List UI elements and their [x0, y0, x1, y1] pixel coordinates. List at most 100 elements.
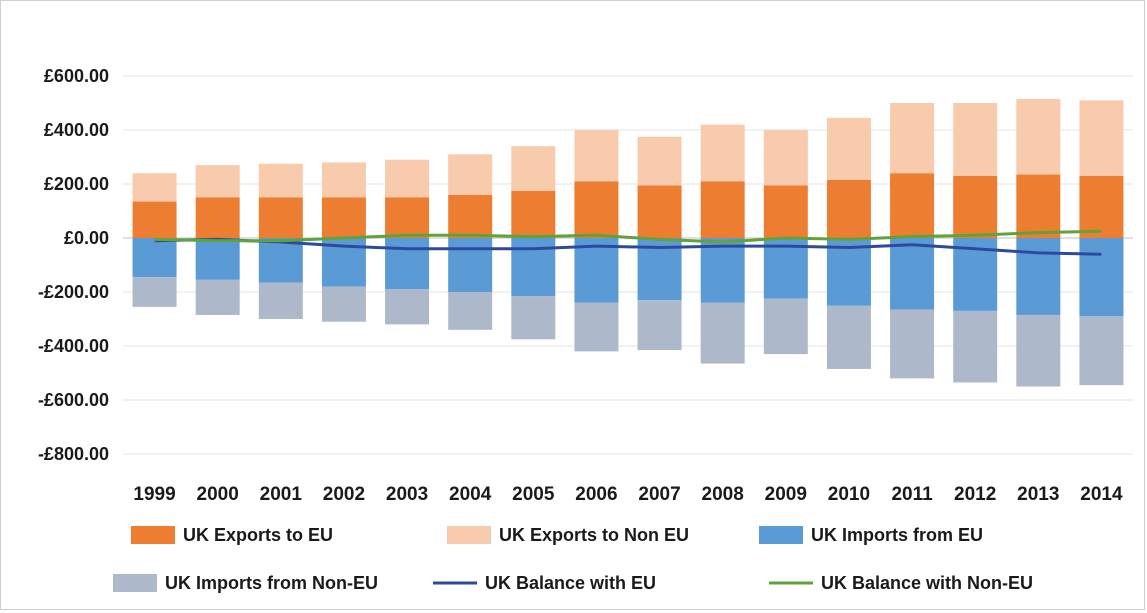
bar-uk-exports-to-eu: [321, 197, 366, 238]
legend-swatch: [447, 526, 491, 544]
bar-uk-exports-to-non-eu: [195, 165, 240, 198]
y-tick-label: £0.00: [64, 228, 109, 248]
bar-uk-imports-from-non-eu: [385, 289, 430, 325]
y-tick-label: £200.00: [44, 174, 109, 194]
legend-label: UK Exports to Non EU: [499, 525, 689, 545]
bar-uk-imports-from-non-eu: [763, 298, 808, 355]
bar-uk-exports-to-eu: [511, 190, 556, 238]
legend-label: UK Imports from Non-EU: [165, 573, 378, 593]
bar-uk-imports-from-eu: [763, 238, 808, 299]
bar-uk-exports-to-non-eu: [258, 163, 303, 198]
bar-uk-imports-from-non-eu: [637, 300, 682, 351]
line-uk-balance-with-eu: [154, 237, 1102, 256]
bar-uk-imports-from-non-eu: [258, 282, 303, 319]
bar-uk-imports-from-non-eu: [574, 302, 619, 352]
bar-uk-imports-from-non-eu: [1016, 314, 1061, 387]
legend-swatch: [131, 526, 175, 544]
legend-item: UK Balance with Non-EU: [769, 573, 1033, 593]
bar-uk-exports-to-eu: [195, 197, 240, 238]
bar-uk-exports-to-non-eu: [953, 103, 998, 176]
legend-label: UK Imports from EU: [811, 525, 983, 545]
line-uk-balance-with-non-eu: [154, 229, 1102, 244]
bar-uk-exports-to-non-eu: [574, 130, 619, 182]
bar-uk-imports-from-eu: [700, 238, 745, 303]
y-axis: £600.00 £400.00 £200.00 £0.00 -£200.00 -£400.…: [38, 66, 109, 464]
legend-item: UK Exports to Non EU: [447, 525, 689, 545]
bar-uk-imports-from-non-eu: [132, 277, 177, 307]
x-tick-label: 2014: [1080, 484, 1123, 505]
bar-uk-exports-to-eu: [258, 197, 303, 238]
x-tick-label: 2013: [1017, 484, 1059, 505]
bar-uk-exports-to-eu: [763, 185, 808, 238]
x-tick-label: 1999: [133, 484, 175, 505]
bar-uk-imports-from-non-eu: [826, 305, 871, 369]
legend-label: UK Exports to EU: [183, 525, 333, 545]
legend-label: UK Balance with EU: [485, 573, 656, 593]
bar-uk-exports-to-eu: [637, 185, 682, 238]
x-tick-label: 2002: [323, 484, 365, 505]
bar-uk-exports-to-eu: [132, 201, 177, 238]
bar-uk-exports-to-eu: [574, 181, 619, 238]
legend-item: UK Exports to EU: [131, 525, 333, 545]
bar-uk-exports-to-non-eu: [132, 173, 177, 202]
bar-uk-exports-to-non-eu: [321, 162, 366, 198]
bar-uk-exports-to-non-eu: [700, 124, 745, 182]
bar-uk-exports-to-eu: [385, 197, 430, 238]
x-tick-label: 2003: [386, 484, 428, 505]
bar-uk-imports-from-non-eu: [700, 302, 745, 364]
bar-uk-exports-to-non-eu: [448, 154, 493, 195]
bar-uk-imports-from-eu: [826, 238, 871, 306]
x-tick-label: 2001: [260, 484, 303, 505]
legend-item: UK Imports from Non-EU: [113, 573, 378, 593]
bar-uk-exports-to-non-eu: [637, 136, 682, 186]
legend-item: UK Balance with EU: [433, 573, 656, 593]
bar-uk-exports-to-non-eu: [1016, 98, 1061, 175]
bar-uk-exports-to-eu: [700, 181, 745, 238]
legend-item: UK Imports from EU: [759, 525, 983, 545]
bar-uk-exports-to-eu: [1016, 174, 1061, 238]
legend-swatch: [113, 574, 157, 592]
bar-uk-imports-from-eu: [448, 238, 493, 292]
bar-uk-exports-to-eu: [448, 194, 493, 238]
bar-uk-imports-from-non-eu: [511, 296, 556, 340]
bar-uk-exports-to-non-eu: [385, 159, 430, 198]
x-axis: 1999 2000 2001 2002 2003 2004 2005 2006 2007 2008…: [133, 484, 1123, 505]
x-tick-label: 2009: [765, 484, 807, 505]
y-tick-label: -£800.00: [38, 444, 109, 464]
x-tick-label: 2008: [702, 484, 744, 505]
bar-uk-imports-from-eu: [132, 238, 177, 278]
lines-layer: [154, 229, 1102, 256]
y-tick-label: -£600.00: [38, 390, 109, 410]
bar-uk-imports-from-eu: [574, 238, 619, 303]
bar-uk-imports-from-eu: [1016, 238, 1061, 315]
y-tick-label: -£400.00: [38, 336, 109, 356]
bar-uk-imports-from-eu: [258, 238, 303, 283]
bar-uk-imports-from-eu: [890, 238, 935, 310]
x-tick-label: 2000: [197, 484, 239, 505]
x-tick-label: 2011: [891, 484, 933, 505]
bar-uk-imports-from-eu: [1079, 238, 1124, 317]
bar-uk-exports-to-non-eu: [511, 146, 556, 191]
x-tick-label: 2007: [638, 484, 680, 505]
bar-uk-exports-to-non-eu: [890, 103, 935, 174]
x-tick-label: 2004: [449, 484, 492, 505]
bar-uk-imports-from-eu: [195, 238, 240, 280]
x-tick-label: 2010: [828, 484, 870, 505]
legend-swatch: [759, 526, 803, 544]
bar-uk-imports-from-non-eu: [1079, 316, 1124, 386]
x-tick-label: 2006: [575, 484, 617, 505]
bar-uk-imports-from-non-eu: [321, 286, 366, 322]
legend: UK Exports to EU UK Exports to Non EU UK I…: [113, 525, 1033, 593]
legend-label: UK Balance with Non-EU: [821, 573, 1033, 593]
x-tick-label: 2012: [954, 484, 996, 505]
y-tick-label: £600.00: [44, 66, 109, 86]
bar-uk-imports-from-non-eu: [953, 310, 998, 383]
bar-uk-exports-to-eu: [1079, 175, 1124, 238]
bar-uk-exports-to-eu: [953, 175, 998, 238]
x-tick-label: 2005: [512, 484, 555, 505]
y-tick-label: -£200.00: [38, 282, 109, 302]
bar-uk-exports-to-non-eu: [1079, 100, 1124, 176]
bar-uk-exports-to-eu: [826, 179, 871, 238]
